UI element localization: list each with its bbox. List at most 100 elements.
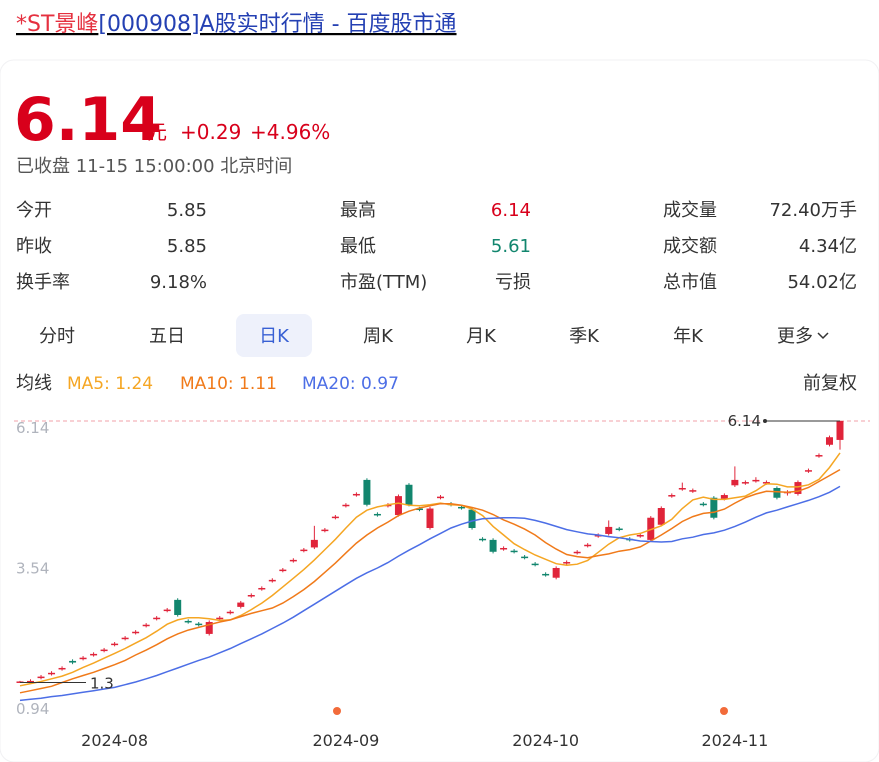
candle-body [37,676,45,679]
tab[interactable]: 月K [466,326,497,347]
candle-body [762,482,770,484]
candle-body [710,497,718,518]
candle-body [836,421,844,440]
candle-body [752,479,760,482]
candle-body [720,495,728,499]
x-tick-label: 2024-08 [81,731,148,750]
tab[interactable]: 五日 [149,326,185,347]
change: +0.29 [180,120,241,144]
stat-value: 5.85 [167,200,207,221]
candle-body [552,567,560,578]
stat-label: 总市值 [663,272,717,293]
candle-body [584,544,592,547]
stat-value: 5.61 [491,236,531,257]
candle-body [373,513,381,516]
event-dot[interactable] [333,707,341,715]
stat-value: 72.40万手 [769,200,857,221]
high-marker-label: 6.14 [728,412,761,430]
candle-body [426,508,434,528]
candle-body [636,535,644,537]
candle-body [111,643,119,646]
candle-body [153,617,161,620]
candle-body [573,551,581,554]
stat-label: 今开 [16,200,52,221]
high-marker-dot [763,419,767,423]
stat-value: 5.85 [167,236,207,257]
stat-label: 最高 [340,200,376,221]
stat-label: 昨收 [16,236,52,257]
y-tick-label: 6.14 [16,419,49,437]
title-name[interactable]: *ST景峰 [16,12,98,37]
ma-line [19,485,841,702]
page-title[interactable]: *ST景峰[000908]A股实时行情 - 百度股市通 [16,12,457,37]
legend-entry: MA5: 1.24 [67,374,153,394]
candle-body [741,482,749,484]
card [0,59,879,762]
candle-body [163,609,171,612]
stat-label: 换手率 [16,272,70,293]
candle-body [363,479,371,505]
candle-body [247,595,255,597]
tab[interactable]: 更多 [777,326,813,347]
candle-body [615,528,623,531]
tab[interactable]: 年K [673,326,704,347]
candle-body [352,493,360,496]
candle-body [521,556,529,559]
price-unit: 元 [147,120,167,144]
candle-body [195,623,203,626]
candle-body [237,602,245,607]
ma-line [19,468,841,694]
change-pct: +4.96% [250,120,330,144]
more-chevron[interactable] [817,332,829,340]
ma-line [19,452,841,687]
candle-body [594,535,602,537]
candle-body [226,611,234,614]
stat-value: 6.14 [491,200,531,221]
candle-body [132,631,140,634]
candle-body [394,496,402,516]
status: 已收盘 11-15 15:00:00 北京时间 [16,156,292,177]
candle-body [289,559,297,562]
candle-body [300,549,308,552]
title-rest[interactable]: [000908]A股实时行情 - 百度股市通 [98,12,456,37]
tab[interactable]: 季K [569,326,600,347]
candle-body [668,495,676,497]
candle-body [605,526,613,534]
candle-body [142,624,150,627]
stat-label: 成交量 [663,200,717,221]
price: 6.14 [14,85,162,155]
candle-body [48,672,56,675]
tab[interactable]: 日K [259,326,290,347]
candle-body [563,562,571,564]
candle-body [79,657,87,660]
stat-label: 最低 [340,236,376,257]
low-marker-label: 1.3 [90,675,114,693]
y-tick-label: 3.54 [16,560,49,578]
candle-body [415,508,423,511]
event-dot[interactable] [720,707,728,715]
candle-body [258,587,266,590]
stat-value: 4.34亿 [799,236,857,257]
tab-selected-bg [236,314,312,357]
candle-body [216,617,224,620]
candle-body [268,579,276,582]
candle-body [531,563,539,566]
candle-body [794,482,802,494]
candle-body [510,550,518,553]
tab[interactable]: 周K [363,326,394,347]
tab[interactable]: 分时 [39,326,75,347]
ma-title: 均线 [16,373,52,394]
x-tick-label: 2024-10 [512,731,579,750]
candle-body [731,479,739,486]
candle-body [69,660,77,663]
candle-body [815,455,823,457]
candle-body [342,504,350,507]
candle-body [479,538,487,541]
candle-body [699,503,707,506]
candle-body [773,488,781,498]
candle-body [58,667,66,670]
candle-body [678,488,686,490]
candle-body [458,506,466,509]
adjust-mode[interactable]: 前复权 [803,373,857,394]
